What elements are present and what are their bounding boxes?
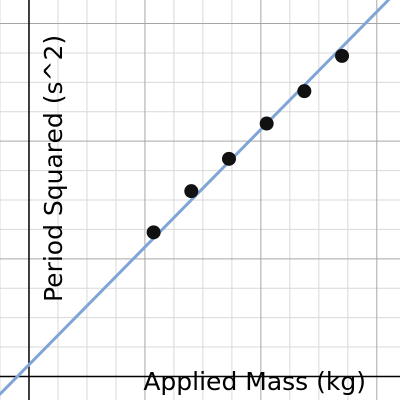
x-axis-label: Applied Mass (kg) xyxy=(143,367,366,396)
data-point xyxy=(184,184,199,199)
y-axis-label: Period Squared (s^2) xyxy=(39,35,68,302)
data-point xyxy=(146,225,161,240)
data-point xyxy=(335,48,350,63)
data-point xyxy=(259,116,274,131)
data-point xyxy=(221,151,236,166)
data-points xyxy=(146,48,350,240)
data-point xyxy=(297,84,312,99)
